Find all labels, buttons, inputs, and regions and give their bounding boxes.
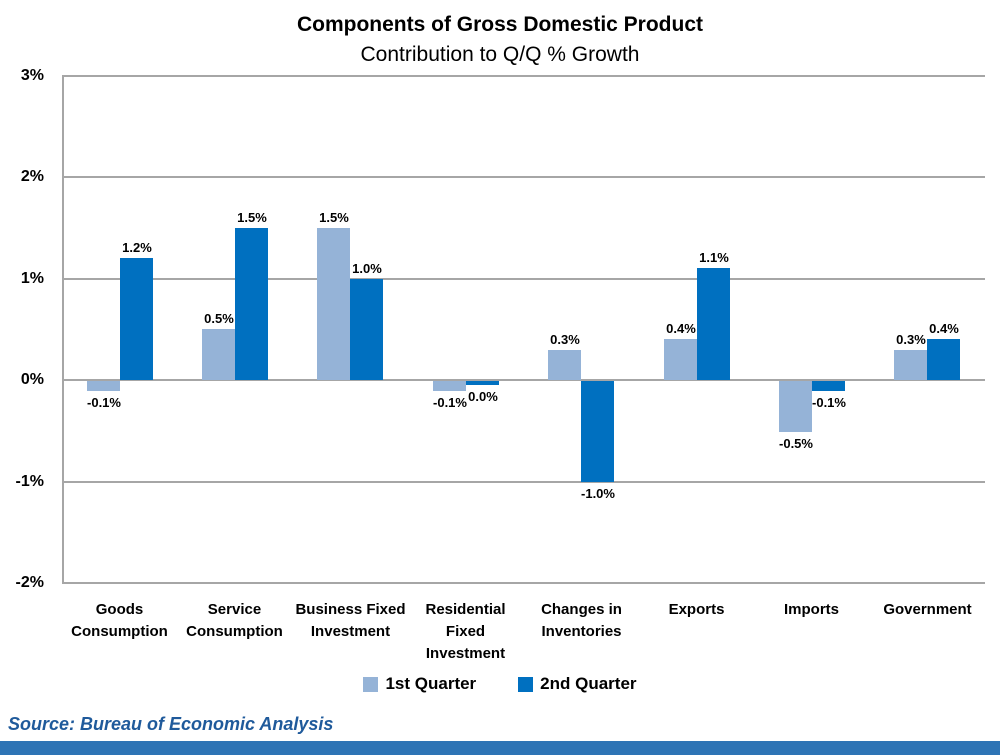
bar-1st-quarter [87,381,120,391]
bar-value-label: -0.1% [812,395,846,410]
bar-1st-quarter [894,350,927,380]
bar-1st-quarter [664,339,697,380]
gridline--2% [62,582,985,584]
bar-value-label: 1.5% [237,210,267,225]
legend-item-1st-quarter: 1st Quarter [363,674,476,694]
bottom-accent-bar [0,741,1000,755]
bar-value-label: -0.1% [433,395,467,410]
bar-2nd-quarter [120,258,153,380]
chart-legend: 1st Quarter 2nd Quarter [0,674,1000,694]
bar-2nd-quarter [581,381,614,482]
y-axis-line [62,75,64,584]
chart-title-block: Components of Gross Domestic Product Con… [0,10,1000,70]
category-label: Residential Fixed Investment [425,601,506,662]
category-label: Changes in Inventories [541,601,622,640]
gridline--1% [62,481,985,483]
y-tick-label: -1% [15,473,44,490]
bar-value-label: -0.1% [87,395,121,410]
bar-value-label: 1.2% [122,240,152,255]
bar-2nd-quarter [350,279,383,380]
bar-1st-quarter [317,228,350,380]
gridline-2% [62,176,985,178]
bar-value-label: 0.4% [929,321,959,336]
bar-value-label: 1.1% [699,250,729,265]
category-label: Exports [668,601,725,618]
category-label: Goods Consumption [71,601,168,640]
bar-value-label: 0.3% [550,332,580,347]
y-tick-label: -2% [15,574,44,591]
legend-label-1st-quarter: 1st Quarter [385,674,477,693]
bar-value-label: -0.5% [779,436,813,451]
bar-value-label: 0.3% [896,332,926,347]
bar-2nd-quarter [235,228,268,380]
y-tick-label: 0% [20,371,44,388]
bar-2nd-quarter [812,381,845,391]
y-tick-label: 3% [20,67,44,84]
legend-swatch-2nd-quarter-icon [518,676,534,692]
gridline-0% [62,379,985,381]
bar-1st-quarter [779,381,812,432]
bar-1st-quarter [433,381,466,391]
y-tick-label: 1% [20,270,44,287]
y-tick-label: 2% [20,168,44,185]
bar-2nd-quarter [466,381,499,385]
source-note: Source: Bureau of Economic Analysis [8,714,334,734]
bar-1st-quarter [548,350,581,380]
legend-label-2nd-quarter: 2nd Quarter [540,674,637,693]
gridline-3% [62,75,985,77]
bar-2nd-quarter [697,268,730,380]
legend-item-2nd-quarter: 2nd Quarter [518,674,637,694]
chart-title: Components of Gross Domestic Product [296,13,704,36]
bar-value-label: -1.0% [581,486,615,501]
category-label: Service Consumption [186,601,283,640]
gridline-1% [62,278,985,280]
bar-1st-quarter [202,329,235,380]
bar-2nd-quarter [927,339,960,380]
category-label: Business Fixed Investment [295,601,406,640]
category-label: Imports [783,601,839,618]
legend-swatch-1st-quarter-icon [363,676,379,692]
bar-value-label: 1.5% [319,210,349,225]
bar-value-label: 0.4% [666,321,696,336]
chart-subtitle: Contribution to Q/Q % Growth [360,43,640,66]
bar-value-label: 1.0% [352,261,382,276]
category-label: Government [883,601,972,618]
bar-value-label: 0.5% [204,311,234,326]
bar-value-label: 0.0% [468,389,498,404]
